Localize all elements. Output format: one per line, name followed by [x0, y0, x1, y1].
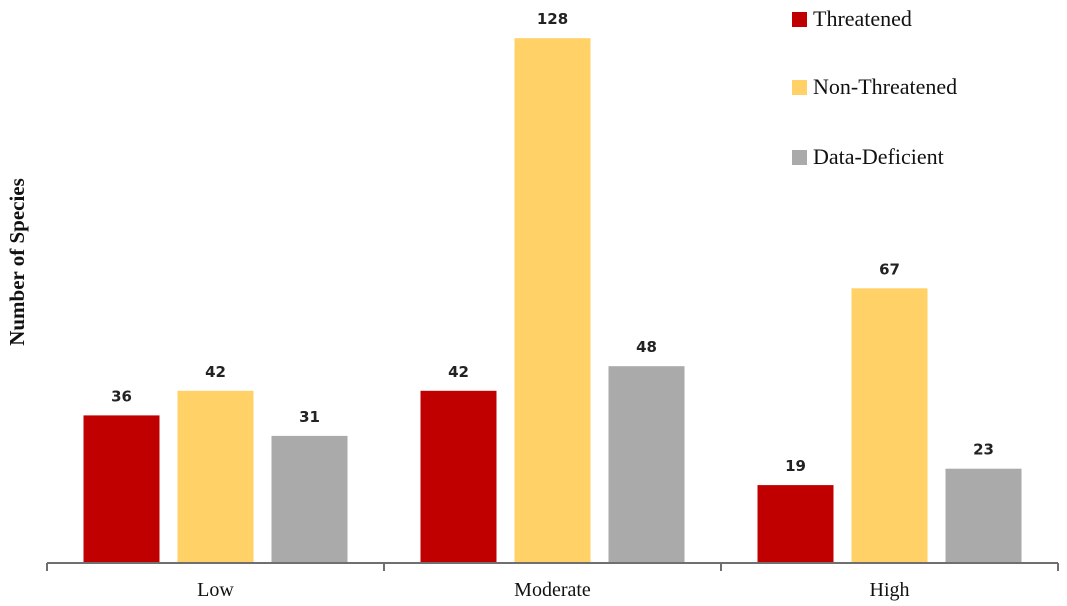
bars-group [83, 38, 1022, 563]
value-label-low-non-threatened: 42 [205, 363, 226, 381]
bar-moderate-threatened [420, 390, 497, 563]
bar-high-threatened [757, 485, 834, 563]
value-label-low-threatened: 36 [111, 387, 132, 405]
legend-swatch-threatened [792, 12, 807, 27]
value-label-moderate-non-threatened: 128 [537, 10, 568, 28]
bar-high-data-deficient [945, 468, 1022, 563]
category-label-high: High [870, 579, 910, 601]
legend-label-threatened: Threatened [813, 6, 912, 31]
category-label-low: Low [197, 579, 234, 601]
value-label-moderate-data-deficient: 48 [636, 338, 657, 356]
legend-label-data-deficient: Data-Deficient [813, 144, 944, 169]
bar-moderate-data-deficient [608, 366, 685, 563]
category-label-moderate: Moderate [514, 579, 591, 601]
legend-label-non-threatened: Non-Threatened [813, 74, 957, 99]
value-label-high-threatened: 19 [785, 457, 806, 475]
value-label-moderate-threatened: 42 [448, 363, 469, 381]
bar-moderate-non-threatened [514, 38, 591, 563]
value-label-high-non-threatened: 67 [879, 260, 900, 278]
bar-low-non-threatened [177, 390, 254, 563]
value-labels-group: 36 42 31 42 128 48 19 67 23 [111, 10, 994, 475]
value-label-high-data-deficient: 23 [973, 441, 994, 459]
legend: Threatened Non-Threatened Data-Deficient [792, 6, 957, 169]
x-axis-ticks [46, 563, 1059, 571]
y-axis-label: Number of Species [5, 178, 29, 346]
category-labels-group: Low Moderate High [197, 579, 909, 601]
value-label-low-data-deficient: 31 [299, 408, 320, 426]
bar-low-data-deficient [271, 435, 348, 563]
bar-high-non-threatened [851, 288, 928, 563]
legend-swatch-data-deficient [792, 150, 807, 165]
bar-low-threatened [83, 415, 160, 563]
legend-swatch-non-threatened [792, 80, 807, 95]
